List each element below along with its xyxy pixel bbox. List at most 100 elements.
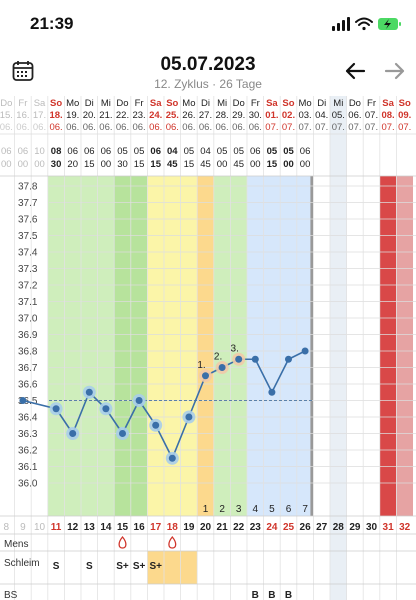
- measure-minute: 00: [101, 159, 112, 170]
- cycle-day-number: 12: [67, 522, 79, 533]
- y-tick-label: 36.6: [18, 380, 38, 391]
- day-date: 16.: [16, 110, 29, 121]
- temperature-point[interactable]: [185, 413, 193, 421]
- row-label-schleim: Schleim: [4, 558, 40, 569]
- day-month: 07.: [332, 122, 345, 133]
- schleim-peak-bg: [147, 551, 198, 584]
- measure-hour: 05: [283, 146, 294, 157]
- future-weekend-bg: [379, 176, 397, 516]
- temperature-point[interactable]: [268, 388, 276, 396]
- temperature-point[interactable]: [301, 347, 309, 355]
- day-date: 28.: [215, 110, 228, 121]
- back-button[interactable]: [344, 60, 366, 87]
- cycle-day-number: 16: [134, 522, 146, 533]
- measure-hour: 05: [267, 146, 278, 157]
- day-date: 22.: [116, 110, 129, 121]
- temperature-point[interactable]: [69, 430, 77, 437]
- day-weekday: Sa: [150, 98, 162, 109]
- day-weekday: Fr: [18, 98, 27, 109]
- day-weekday: Sa: [34, 98, 46, 109]
- day-month: 06.: [49, 122, 62, 133]
- temperature-point[interactable]: [202, 372, 209, 380]
- measure-hour: 04: [200, 146, 211, 157]
- day-weekday: Fr: [135, 98, 144, 109]
- measure-minute: 15: [267, 159, 278, 170]
- measure-minute: 00: [250, 159, 261, 170]
- day-date: 29.: [232, 110, 245, 121]
- day-weekday: Di: [317, 98, 326, 109]
- day-date: 06.: [348, 110, 361, 121]
- measure-minute: 15: [134, 159, 145, 170]
- day-date: 20.: [83, 110, 96, 121]
- day-date: 05.: [332, 110, 345, 121]
- measure-minute: 20: [67, 159, 78, 170]
- high-temp-label: 3.: [231, 343, 239, 354]
- measure-minute: 00: [1, 159, 12, 170]
- signal-icon: [332, 17, 350, 31]
- cycle-day-number: 25: [283, 522, 295, 533]
- y-tick-label: 36.8: [18, 347, 38, 358]
- day-date: 07.: [365, 110, 378, 121]
- measure-hour: 05: [233, 146, 244, 157]
- temperature-point[interactable]: [218, 364, 226, 371]
- temperature-chart[interactable]: Do15.06.06008Fr16.06.06009Sa17.06.100010…: [0, 96, 416, 600]
- y-tick-label: 37.1: [18, 297, 38, 308]
- post-ovulation-count: 7: [302, 504, 308, 515]
- y-tick-label: 37.0: [18, 314, 38, 325]
- day-month: 07.: [298, 122, 311, 133]
- day-weekday: Mi: [101, 98, 111, 109]
- calendar-icon: [12, 61, 34, 81]
- schleim-value: S+: [133, 561, 146, 572]
- y-tick-label: 36.9: [18, 330, 38, 341]
- day-weekday: Di: [85, 98, 94, 109]
- day-month: 07.: [282, 122, 295, 133]
- temperature-point[interactable]: [85, 388, 93, 396]
- day-date: 09.: [398, 110, 411, 121]
- measure-hour: 06: [300, 146, 311, 157]
- day-date: 19.: [66, 110, 79, 121]
- temperature-point[interactable]: [102, 405, 110, 413]
- wifi-icon: [355, 17, 373, 31]
- day-date: 17.: [33, 110, 46, 121]
- cycle-day-number: 18: [167, 522, 179, 533]
- temperature-point[interactable]: [285, 355, 292, 363]
- temperature-point[interactable]: [168, 454, 176, 462]
- measure-hour: 06: [150, 146, 161, 157]
- measure-minute: 30: [51, 159, 62, 170]
- y-tick-label: 37.7: [18, 198, 38, 209]
- post-ovulation-count: 4: [253, 504, 259, 515]
- y-tick-label: 36.2: [18, 446, 38, 457]
- temperature-point[interactable]: [152, 421, 160, 429]
- day-month: 06.: [116, 122, 129, 133]
- day-month: 06.: [66, 122, 79, 133]
- day-weekday: Mo: [182, 98, 195, 109]
- day-month: 06.: [232, 122, 245, 133]
- temperature-point[interactable]: [235, 355, 243, 363]
- cycle-day-number: 8: [4, 522, 10, 533]
- temperature-point[interactable]: [19, 397, 27, 404]
- schleim-value: S+: [116, 561, 129, 572]
- bs-value: B: [252, 590, 259, 600]
- day-month: 06.: [83, 122, 96, 133]
- day-month: 06.: [132, 122, 145, 133]
- cycle-day-number: 20: [200, 522, 212, 533]
- row-label-bs: BS: [4, 590, 18, 600]
- forward-button[interactable]: [384, 60, 406, 87]
- day-weekday: Mi: [333, 98, 343, 109]
- temperature-point[interactable]: [119, 430, 126, 437]
- cycle-day-number: 22: [233, 522, 245, 533]
- day-month: 06.: [166, 122, 179, 133]
- y-tick-label: 37.5: [18, 231, 38, 242]
- day-weekday: Mo: [298, 98, 311, 109]
- day-month: 07.: [398, 122, 411, 133]
- temperature-point[interactable]: [52, 405, 60, 413]
- temperature-point[interactable]: [135, 397, 143, 404]
- cycle-day-number: 23: [250, 522, 262, 533]
- row-label-mens: Mens: [4, 539, 28, 550]
- temperature-point[interactable]: [251, 355, 259, 363]
- status-time: 21:39: [30, 14, 74, 33]
- calendar-button[interactable]: [12, 60, 34, 87]
- day-weekday: Fr: [367, 98, 376, 109]
- cycle-day-number: 32: [399, 522, 411, 533]
- day-weekday: Do: [0, 98, 12, 109]
